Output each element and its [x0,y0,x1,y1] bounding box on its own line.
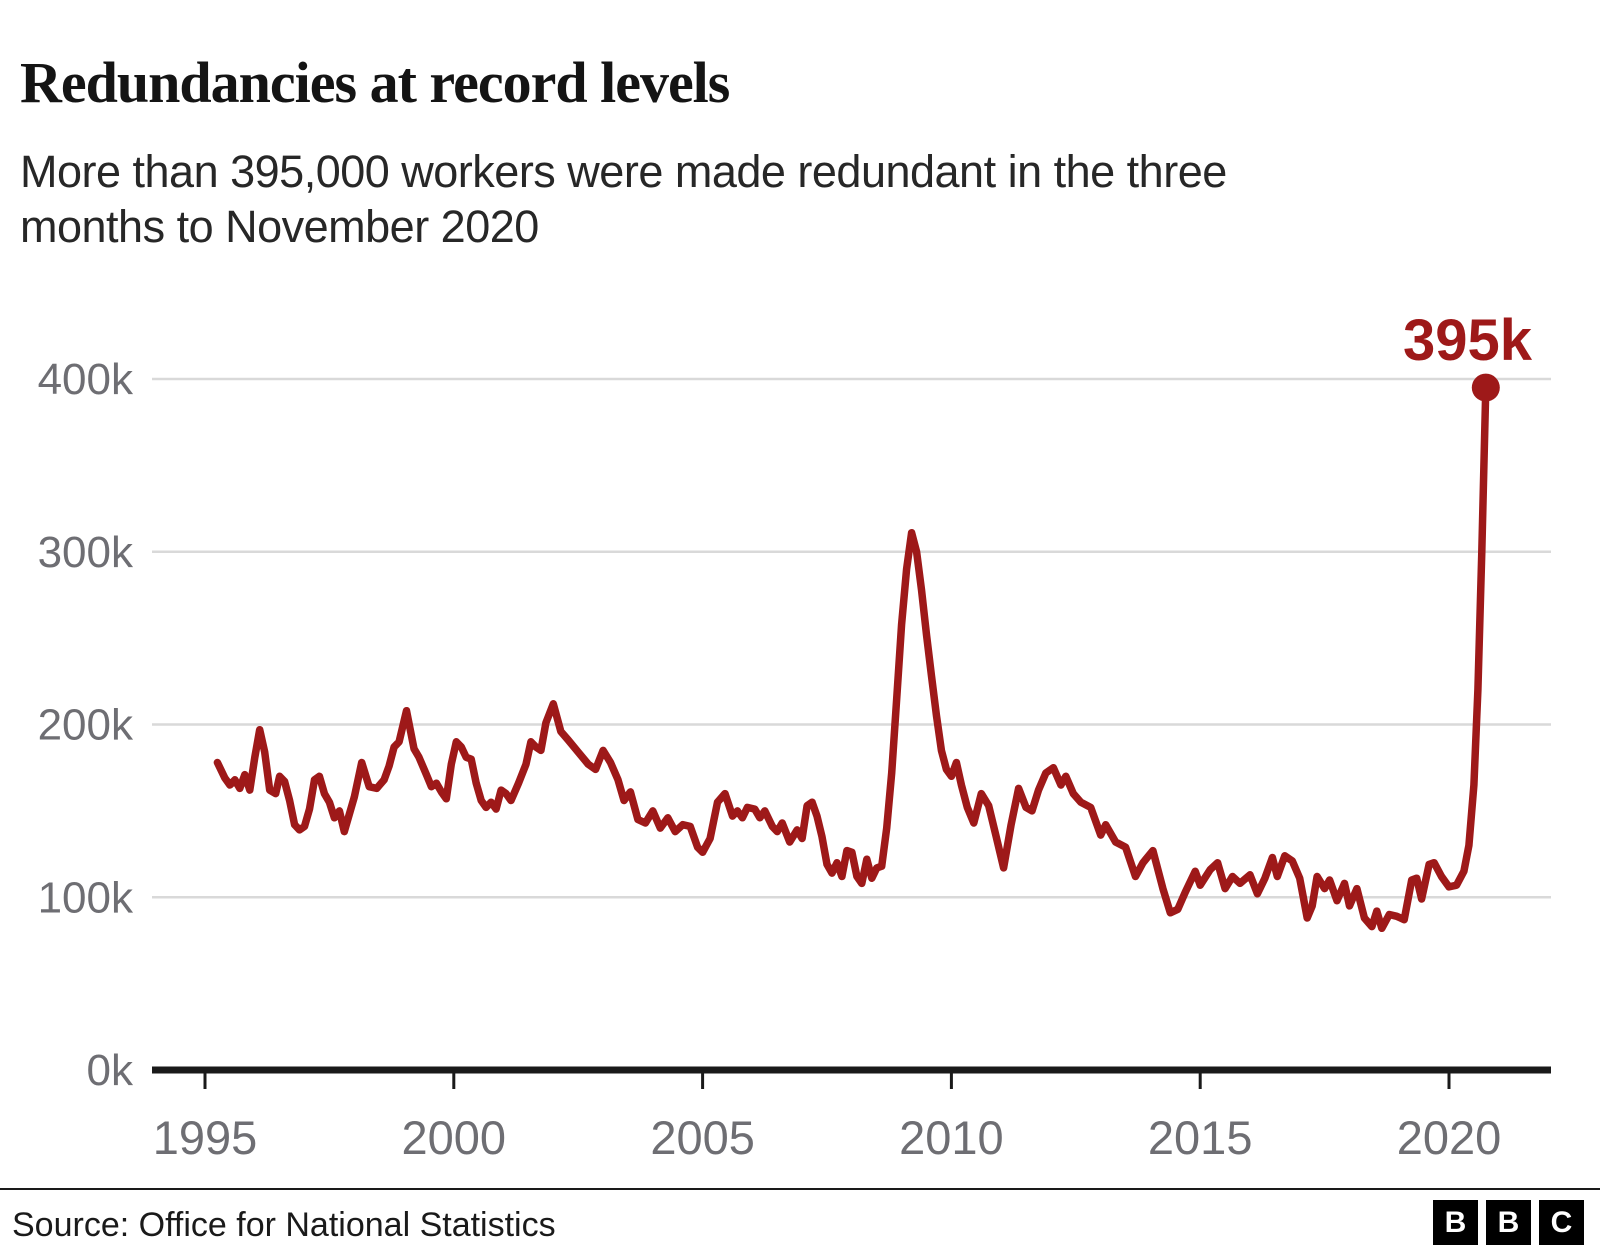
latest-value-marker-dot [1471,373,1500,402]
y-tick-label-300k: 300k [38,528,134,577]
y-tick-label-200k: 200k [38,701,134,750]
y-tick-label-400k: 400k [38,355,134,404]
x-tick-label-2020: 2020 [1397,1111,1502,1164]
bbc-logo-block-b1: B [1433,1200,1478,1245]
x-tick-label-1995: 1995 [153,1111,258,1164]
chart-area: 0k 100k 200k 300k 400k 1995 2000 2005 2010 2015 2… [0,280,1600,1180]
redundancies-series-line [213,383,1490,933]
footer-divider [0,1188,1600,1190]
redundancies-line-chart: 0k 100k 200k 300k 400k 1995 2000 2005 2010 2015 2… [38,308,1551,1164]
x-tick-label-2015: 2015 [1148,1111,1253,1164]
page-title: Redundancies at record levels [20,49,730,115]
x-axis-tick-labels: 1995 2000 2005 2010 2015 2020 [153,1111,1502,1164]
page-subtitle: More than 395,000 workers were made redu… [20,146,1227,252]
source-caption: Source: Office for National Statistics [12,1206,556,1244]
bbc-logo-block-b2: B [1486,1200,1531,1245]
y-tick-label-0k: 0k [87,1046,134,1095]
gridlines [152,377,1551,899]
bbc-logo-block-c: C [1539,1200,1584,1245]
y-tick-label-100k: 100k [38,873,134,922]
x-tick-label-2010: 2010 [899,1111,1004,1164]
x-axis-ticks [203,1070,1451,1089]
x-tick-label-2000: 2000 [402,1111,507,1164]
y-axis-labels: 0k 100k 200k 300k 400k [38,355,134,1095]
latest-value-annotation: 395k [1403,308,1533,373]
x-tick-label-2005: 2005 [650,1111,755,1164]
bbc-logo: B B C [1433,1200,1584,1245]
